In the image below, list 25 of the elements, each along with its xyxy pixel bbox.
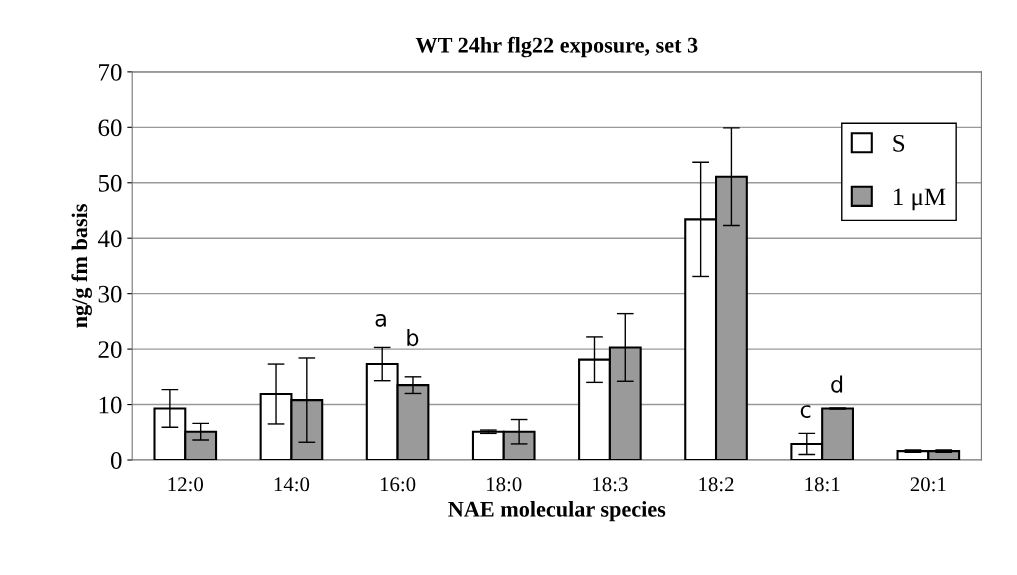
- chart-title: WT 24hr flg22 exposure, set 3: [415, 36, 698, 58]
- y-tick-label: 70: [99, 63, 122, 81]
- x-tick-label: 18:3: [593, 477, 628, 492]
- x-tick-label: 18:2: [699, 477, 734, 492]
- x-tick-label: 18:0: [487, 477, 522, 492]
- x-axis-title: NAE molecular species: [448, 501, 666, 522]
- x-tick-label: 18:1: [805, 477, 840, 492]
- y-tick-label: 20: [98, 341, 122, 359]
- y-axis-title: ng/g fm basis: [71, 204, 92, 328]
- x-tick-label: 14:0: [274, 477, 310, 492]
- annotation: d: [831, 375, 843, 393]
- x-tick-label: 12:0: [168, 477, 204, 492]
- annotation: b: [407, 328, 419, 347]
- legend-label: 1 μM: [893, 188, 946, 211]
- y-tick-label: 50: [98, 174, 122, 192]
- annotation: a: [375, 313, 386, 327]
- legend-label: S: [893, 134, 905, 152]
- x-tick-label: 16:0: [380, 477, 416, 492]
- y-tick-label: 0: [110, 452, 122, 469]
- y-tick-label: 10: [99, 396, 122, 414]
- x-tick-label: 20:1: [910, 477, 946, 492]
- y-tick-label: 30: [98, 285, 122, 303]
- annotation: c: [800, 405, 811, 418]
- y-tick-label: 60: [98, 119, 122, 137]
- y-tick-label: 40: [97, 230, 122, 248]
